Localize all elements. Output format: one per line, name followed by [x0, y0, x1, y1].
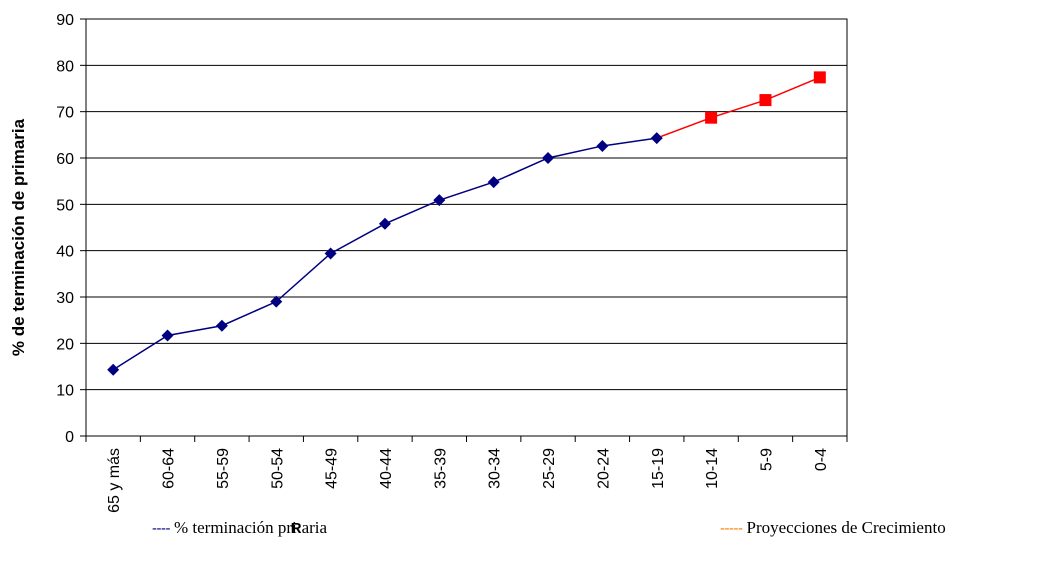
legend-overlay-char: R — [290, 520, 302, 537]
y-tick-label: 90 — [56, 12, 74, 29]
x-tick-label: 30-34 — [487, 448, 504, 489]
data-point-series-1 — [596, 139, 609, 152]
y-tick-label: 50 — [56, 197, 74, 214]
data-point-series-2 — [759, 94, 772, 107]
x-tick-label: 20-24 — [595, 448, 612, 489]
data-point-series-1 — [107, 363, 120, 376]
x-tick-label: 45-49 — [324, 448, 341, 489]
x-tick-label: 60-64 — [161, 448, 178, 489]
y-tick-label: 60 — [56, 151, 74, 168]
y-tick-label: 30 — [56, 290, 74, 307]
y-tick-label: 80 — [56, 58, 74, 75]
data-point-series-2 — [813, 71, 826, 84]
y-tick-label: 0 — [65, 429, 74, 446]
x-tick-label: 0-4 — [813, 448, 830, 471]
x-tick-label: 50-54 — [269, 448, 286, 489]
y-tick-label: 10 — [56, 383, 74, 400]
y-tick-label: 20 — [56, 336, 74, 353]
series-markers — [107, 71, 826, 376]
data-point-series-1 — [542, 152, 555, 164]
y-tick-label: 70 — [56, 105, 74, 122]
legend-label-series-1-end: aria — [301, 518, 328, 537]
x-tick-label: 35-39 — [432, 448, 449, 489]
plot-area — [85, 18, 848, 437]
y-axis-title: % de terminación de primaria — [9, 118, 28, 356]
data-point-series-1 — [270, 295, 283, 308]
axis-ticks: 0 10 20 30 40 50 60 70 80 90 65 y más 60-64 55-59 50-… — [56, 12, 848, 513]
legend-item-series-2: ----- Proyecciones de Crecimiento — [720, 518, 946, 538]
data-point-series-1 — [161, 329, 174, 342]
gridlines — [86, 18, 847, 391]
x-tick-label: 55-59 — [215, 448, 232, 489]
x-tick-label: 5-9 — [758, 448, 775, 471]
legend-label-series-2: Proyecciones de Crecimiento — [746, 518, 946, 537]
series-line-1 — [112, 137, 657, 371]
series-line-2 — [656, 76, 821, 139]
data-point-series-1 — [215, 319, 228, 332]
y-tick-label: 40 — [56, 244, 74, 261]
x-tick-label: 65 y más — [106, 448, 123, 513]
x-tick-label: 15-19 — [650, 448, 667, 489]
x-tick-label: 10-14 — [704, 448, 721, 489]
legend-item-series-1: ----% terminación priRaria — [152, 518, 327, 538]
data-point-series-1 — [324, 247, 337, 260]
x-tick-label: 25-29 — [541, 448, 558, 489]
data-point-series-1 — [487, 176, 500, 189]
legend-dash-series-1: ---- — [152, 520, 170, 537]
data-point-series-1 — [650, 132, 663, 145]
data-point-series-1 — [433, 194, 446, 207]
data-point-series-1 — [378, 217, 391, 230]
x-tick-label: 40-44 — [378, 448, 395, 489]
data-point-series-2 — [705, 111, 718, 124]
legend-label-series-1: % terminación pri — [173, 518, 297, 537]
legend-dash-series-2: ----- — [720, 520, 743, 537]
